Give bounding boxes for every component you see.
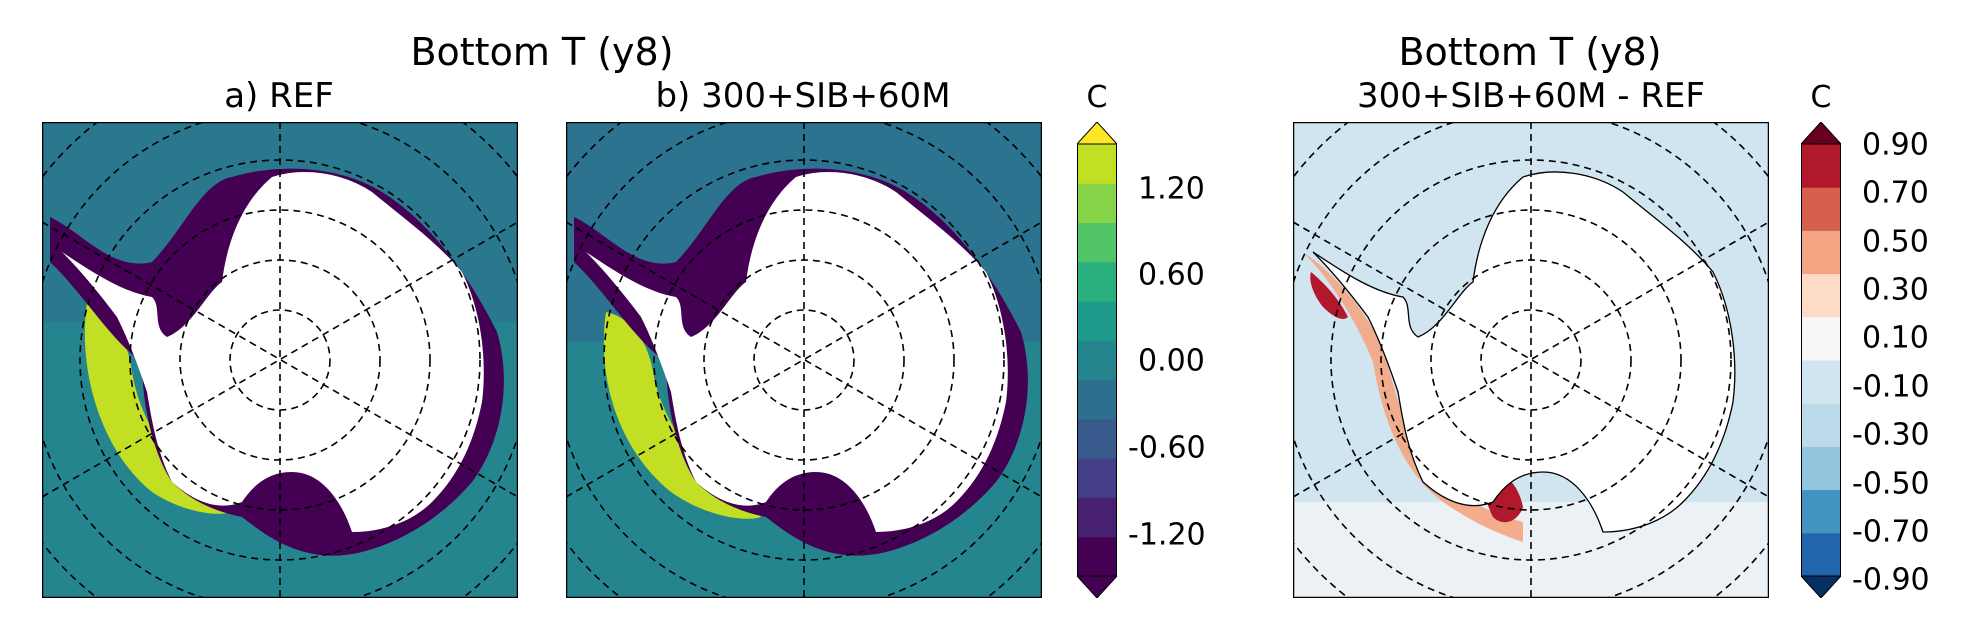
colorbar-tick-label: -0.90 <box>1852 562 1930 598</box>
colorbar-segment <box>1077 261 1117 302</box>
warm-shelf-water <box>603 312 761 519</box>
colorbar-tick-label: -0.50 <box>1852 466 1930 502</box>
colorbar-segment <box>1801 532 1841 577</box>
colorbar-segment <box>1077 222 1117 263</box>
colorbar-segment <box>1077 144 1117 184</box>
colorbar-tick-label: -1.20 <box>1128 517 1206 553</box>
panel-b-subtitle: b) 300+SIB+60M <box>655 76 951 116</box>
panel-c-subtitle: 300+SIB+60M - REF <box>1357 76 1705 116</box>
colorbar-tick-label: 0.10 <box>1862 320 1929 356</box>
warm-shelf-water <box>84 302 232 514</box>
colorbar-extend-min <box>1077 575 1117 598</box>
colorbar-difference-unit: C <box>1810 80 1832 115</box>
antarctic-land <box>586 172 1008 532</box>
colorbar-tick-label: -0.10 <box>1852 369 1930 405</box>
colorbar-segment <box>1077 497 1117 538</box>
warm-anomaly-core <box>1310 272 1523 523</box>
map-panel-a <box>41 121 519 599</box>
colorbar-extend-min <box>1801 575 1841 598</box>
map-b-svg <box>565 121 1043 599</box>
colorbar-segment <box>1801 187 1841 231</box>
map-b-border <box>565 121 1043 599</box>
graticule <box>1293 122 1769 598</box>
colorbar-segment <box>1077 536 1117 577</box>
colorbar-segment <box>1077 301 1117 341</box>
colorbar-tick-label: 0.60 <box>1138 257 1205 293</box>
colorbar-tick-label: 0.90 <box>1862 127 1929 163</box>
map-a-border <box>41 121 519 599</box>
map-a-svg <box>41 121 519 599</box>
colorbar-difference <box>1801 122 1841 598</box>
colorbar-segment <box>1077 379 1117 420</box>
warm-anomaly-coast <box>1303 252 1523 542</box>
colorbar-tick-label: 0.00 <box>1138 343 1205 379</box>
colorbar-segment <box>1801 489 1841 534</box>
map-c-svg <box>1292 121 1770 599</box>
right-panel-title: Bottom T (y8) <box>1398 30 1662 74</box>
colorbar-tick-label: -0.70 <box>1852 514 1930 550</box>
colorbar-extend-max <box>1801 122 1841 145</box>
map-panel-c <box>1292 121 1770 599</box>
colorbar-segment <box>1801 360 1841 404</box>
map-c-border <box>1292 121 1770 599</box>
colorbar-segment <box>1801 446 1841 491</box>
antarctic-land-outline <box>1312 171 1736 533</box>
colorbar-segment <box>1077 340 1117 381</box>
left-group-title: Bottom T (y8) <box>410 30 674 74</box>
colorbar-segment <box>1077 458 1117 498</box>
antarctic-land <box>62 172 484 532</box>
colorbar-temperature <box>1077 122 1117 598</box>
colorbar-tick-label: 0.50 <box>1862 224 1929 260</box>
colorbar-tick-label: -0.30 <box>1852 417 1930 453</box>
colorbar-segment <box>1077 183 1117 224</box>
graticule <box>566 122 1042 598</box>
colorbar-segment <box>1801 230 1841 275</box>
colorbar-tick-label: 0.70 <box>1862 175 1929 211</box>
graticule <box>42 122 518 598</box>
colorbar-frame <box>1077 143 1117 577</box>
colorbar-frame <box>1801 143 1841 577</box>
colorbar-extend-max <box>1077 122 1117 145</box>
colorbar-temperature-unit: C <box>1086 80 1108 115</box>
colorbar-tick-label: -0.60 <box>1128 430 1206 466</box>
map-panel-b <box>565 121 1043 599</box>
panel-a-subtitle: a) REF <box>224 76 334 116</box>
colorbar-segment <box>1077 418 1117 459</box>
colorbar-segment <box>1801 316 1841 361</box>
colorbar-segment <box>1801 273 1841 318</box>
colorbar-tick-label: 0.30 <box>1862 272 1929 308</box>
colorbar-segment <box>1801 403 1841 447</box>
colorbar-segment <box>1801 144 1841 188</box>
colorbar-tick-label: 1.20 <box>1138 171 1205 207</box>
